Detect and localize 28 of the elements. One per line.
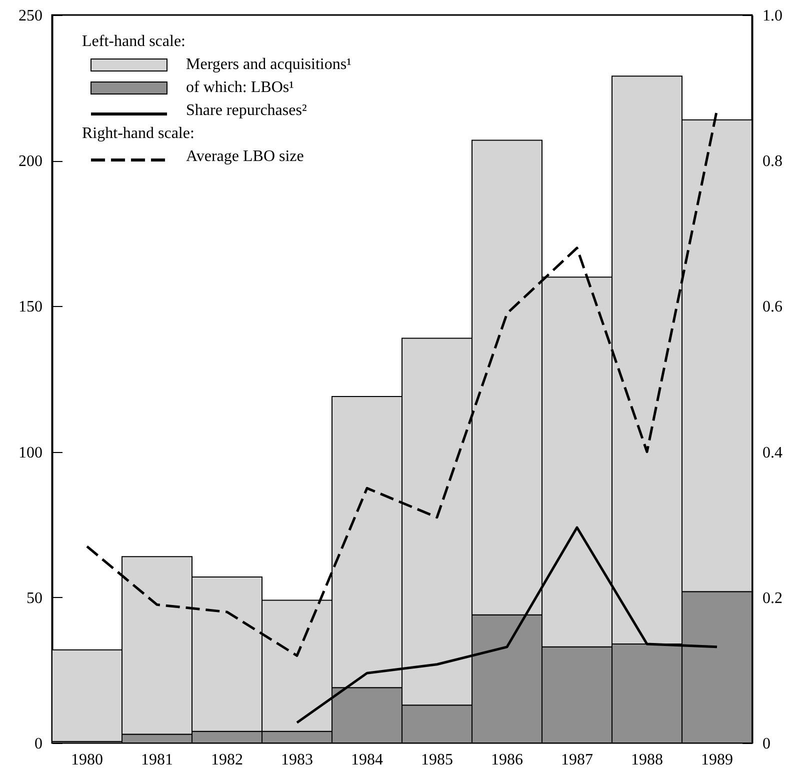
x-tick-label: 1988 — [631, 752, 663, 768]
x-tick-label: 1981 — [141, 752, 173, 768]
y-tick-label: 50 — [26, 590, 42, 607]
x-tick-label: 1987 — [561, 752, 593, 768]
legend-label: Share repurchases² — [186, 101, 307, 121]
annotation: Left-hand scale: — [82, 32, 186, 52]
y-tick-label: 150 — [18, 298, 42, 316]
legend-label: Average LBO size — [186, 147, 304, 167]
y-tick-label: 200 — [18, 153, 42, 170]
annotation: Right-hand scale: — [82, 124, 196, 144]
legend-label: of which: LBOs¹ — [186, 78, 294, 98]
x-tick-label: 1984 — [351, 752, 383, 768]
x-tick-label: 1980 — [71, 752, 103, 768]
y-tick-label: 0 — [34, 736, 42, 752]
y-tick-label: 250 — [18, 8, 42, 24]
legend-label: Mergers and acquisitions¹ — [186, 55, 352, 75]
x-tick-label: 1985 — [421, 752, 453, 768]
x-tick-label: 1982 — [211, 752, 243, 768]
x-tick-label: 1983 — [281, 752, 313, 768]
y2-tick-label: 1.0 — [762, 8, 782, 24]
y2-tick-label: 0.6 — [762, 298, 782, 316]
x-tick-label: 1989 — [701, 752, 733, 768]
y2-tick-label: 0.4 — [762, 444, 782, 462]
x-tick-label: 1986 — [491, 752, 523, 768]
y2-tick-label: 0 — [762, 736, 770, 752]
y-tick-label: 100 — [18, 444, 42, 462]
y2-tick-label: 0.2 — [762, 590, 782, 607]
y2-tick-label: 0.8 — [762, 153, 782, 170]
